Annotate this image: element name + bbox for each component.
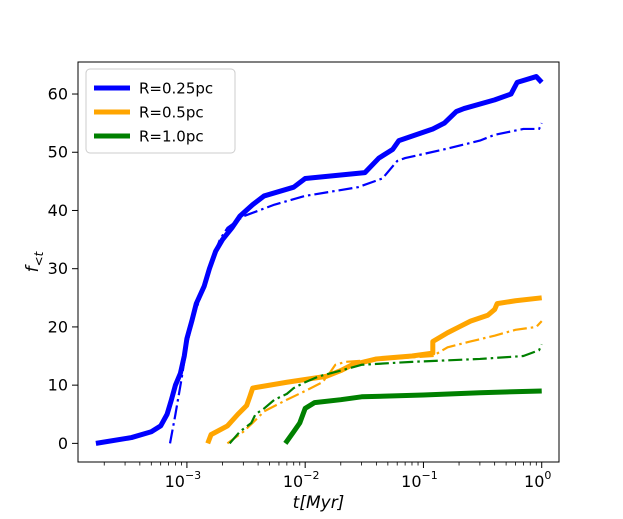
x-axis-label: t[Myr]	[293, 493, 345, 513]
series-dashdot-line-4	[226, 320, 543, 445]
y-tick-label: 60	[48, 85, 68, 104]
series-line-5	[283, 388, 542, 445]
y-axis-ticks: 0 10 20 30 40 50 60	[48, 85, 78, 453]
plot-frame	[77, 61, 560, 463]
legend-label: R=1.0pc	[139, 128, 204, 146]
y-tick-label: 0	[58, 434, 68, 453]
series-line-1	[95, 74, 544, 446]
legend: R=0.25pc R=0.5pc R=1.0pc	[85, 68, 236, 154]
y-axis-label: f<t	[23, 250, 46, 272]
y-tick-label: 50	[48, 143, 68, 162]
legend-label: R=0.25pc	[139, 80, 213, 98]
y-tick-label: 20	[48, 317, 68, 336]
y-tick-label: 30	[48, 259, 68, 278]
x-tick-label: 10−2	[283, 469, 320, 491]
series-layer	[95, 74, 544, 446]
y-tick-label: 10	[48, 376, 68, 395]
x-tick-label: 10−3	[165, 469, 202, 491]
legend-label: R=0.5pc	[139, 104, 204, 122]
x-tick-label: 10−1	[401, 469, 438, 491]
series-line-3	[205, 295, 542, 445]
x-tick-label: 100	[524, 469, 551, 491]
x-axis-ticks: 10−3 10−2 10−1 100	[103, 462, 551, 491]
series-dashdot-line-6	[228, 343, 543, 445]
y-tick-label: 40	[48, 201, 68, 220]
